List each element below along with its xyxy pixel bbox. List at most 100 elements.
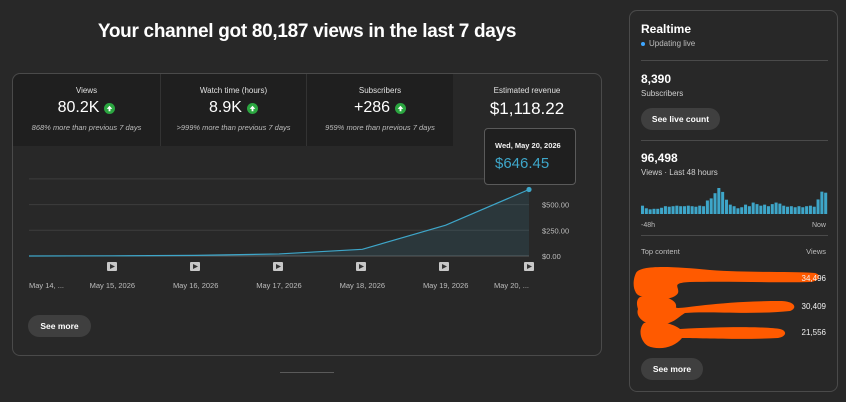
realtime-bar [747,206,751,214]
realtime-bar [763,204,767,214]
trend-up-icon [246,102,258,114]
metric-tab-watch-time[interactable]: Watch time (hours) 8.9K >999% more than … [160,74,306,146]
metric-tab-revenue[interactable]: Estimated revenue $1,118.22 [453,74,601,146]
page-headline: Your channel got 80,187 views in the las… [97,21,517,42]
realtime-bar [820,191,824,214]
trend-up-icon [395,102,407,114]
overview-card: Views 80.2K 868% more than previous 7 da… [12,73,602,356]
revenue-chart: $500.00 $250.00 $0.00 May 14, ... May 15, 20… [28,178,569,290]
metric-change: 868% more than previous 7 days [31,123,142,132]
y-tick-label: $500.00 [542,201,569,210]
metric-label: Estimated revenue [493,86,561,95]
realtime-bar [801,207,805,214]
realtime-bar [808,205,812,214]
realtime-bar [744,204,748,214]
realtime-bar [759,205,763,214]
realtime-bar [663,206,667,214]
divider [641,140,828,141]
realtime-bar [774,202,778,214]
realtime-bar [717,188,721,214]
realtime-bar [671,206,675,214]
realtime-bar [766,206,770,214]
realtime-bar [679,206,683,214]
metric-label: Subscribers [358,86,402,95]
realtime-bar [736,208,740,214]
live-status: Updating live [649,39,696,48]
realtime-bar [793,207,797,214]
realtime-bar [732,206,736,214]
x-tick-label: May 15, 2026 [90,281,135,290]
realtime-bar [667,206,671,214]
realtime-title: Realtime [641,22,692,36]
metric-change: >999% more than previous 7 days [176,123,291,132]
realtime-bar [713,193,717,214]
views-column-header: Views [806,247,826,256]
play-icon [276,264,281,269]
metric-value: +286 [353,99,391,116]
realtime-bar [682,206,686,214]
play-icon [442,264,447,269]
area-fill [29,189,529,256]
realtime-bar [724,199,728,214]
see-live-count-button[interactable]: See live count [641,108,720,130]
chart-tooltip: Wed, May 20, 2026 $646.45 [484,128,576,185]
views-count: 96,498 [641,151,678,165]
metric-value: 8.9K [209,99,242,116]
tooltip-date: Wed, May 20, 2026 [495,141,561,150]
realtime-bar [740,207,744,214]
play-icon [359,264,364,269]
y-tick-label: $0.00 [542,252,561,261]
realtime-bar [789,206,793,214]
metric-value: $1,118.22 [489,99,565,118]
realtime-bar [702,206,706,214]
metric-tab-subscribers[interactable]: Subscribers +286 959% more than previous… [306,74,453,146]
x-tick-label: May 14, ... [29,281,64,290]
metric-label: Views [75,86,98,95]
metric-change: 959% more than previous 7 days [325,123,435,132]
top-content-views: 21,556 [801,328,826,337]
top-content-header: Top content [641,247,680,256]
realtime-bar [755,204,759,214]
realtime-bar [778,203,782,214]
realtime-bar [675,205,679,214]
axis-end-label: Now [811,222,826,229]
realtime-bar-chart [641,188,828,214]
realtime-bar [641,205,645,214]
realtime-bar [728,204,732,214]
realtime-bar [648,209,652,214]
data-point [526,186,532,193]
realtime-bar [644,208,648,214]
metric-tab-views[interactable]: Views 80.2K 868% more than previous 7 da… [13,74,160,146]
realtime-bar [705,200,709,214]
x-tick-label: May 20, ... [494,281,529,290]
realtime-bar [797,206,801,214]
scroll-indicator [280,372,334,373]
metric-label: Watch time (hours) [199,86,268,95]
realtime-bar [786,206,790,214]
realtime-card: Realtime Updating live 8,390 Subscribers… [629,10,838,392]
x-tick-label: May 17, 2026 [256,281,301,290]
series-line [28,188,530,257]
divider [641,235,828,236]
see-more-button[interactable]: See more [28,315,91,337]
play-icon [193,264,198,269]
axis-start-label: -48h [641,222,656,229]
subscribers-count: 8,390 [641,72,672,86]
realtime-bar [782,205,786,214]
x-tick-label: May 19, 2026 [423,281,468,290]
realtime-bar [694,206,698,214]
realtime-bar [709,198,713,214]
realtime-bar [805,206,809,214]
views-label: Views · Last 48 hours [641,168,718,177]
live-dot-icon [641,41,645,46]
realtime-bar [751,202,755,214]
divider [641,60,828,61]
realtime-bar [656,208,660,214]
realtime-bar [721,191,725,214]
realtime-see-more-button[interactable]: See more [641,358,703,380]
x-tick-label: May 16, 2026 [173,281,218,290]
y-tick-label: $250.00 [542,226,569,235]
realtime-bar [770,204,774,214]
tooltip-value: $646.45 [495,155,550,172]
play-icon [110,264,115,269]
